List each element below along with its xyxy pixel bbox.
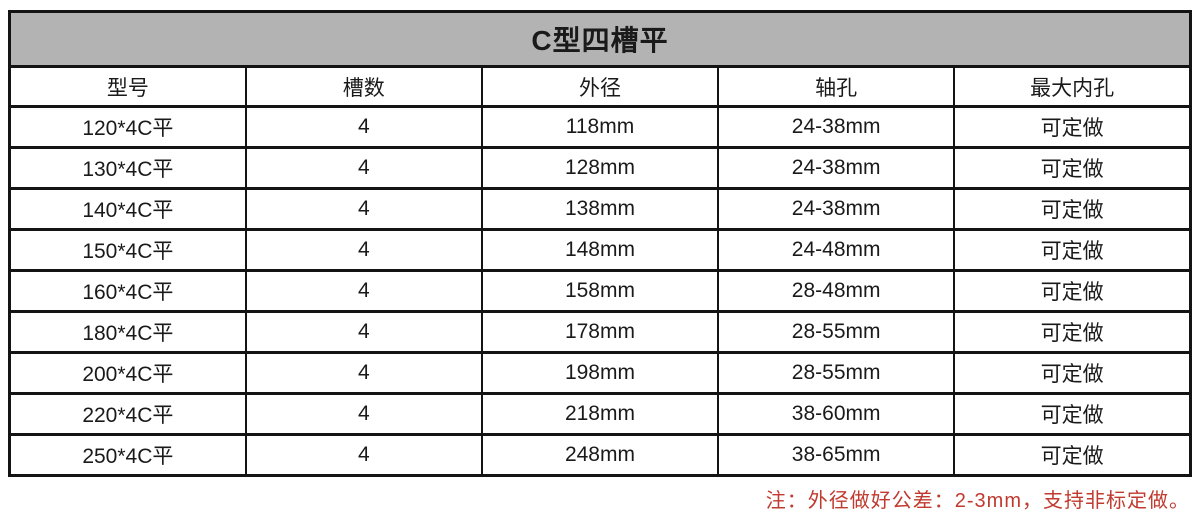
table-cell: 200*4C平: [8, 351, 247, 395]
table-cell: 4: [244, 105, 483, 149]
table-cell: 24-38mm: [717, 146, 956, 190]
table-cell: 4: [244, 310, 483, 354]
tolerance-footnote: 注：外径做好公差：2-3mm，支持非标定做。: [765, 490, 1190, 512]
column-header: 型号: [8, 65, 247, 108]
column-header: 最大内孔: [953, 65, 1192, 108]
table-row: 140*4C平 4 138mm 24-38mm 可定做: [8, 187, 1192, 231]
table-cell: 130*4C平: [8, 146, 247, 190]
table-cell: 可定做: [953, 146, 1192, 190]
table-cell: 可定做: [953, 269, 1192, 313]
table-cell: 可定做: [953, 351, 1192, 395]
table-cell: 28-55mm: [717, 310, 956, 354]
table-cell: 4: [244, 392, 483, 436]
table-cell: 148mm: [480, 228, 720, 272]
table-cell: 178mm: [480, 310, 720, 354]
table-cell: 198mm: [480, 351, 720, 395]
product-spec-table: C型四槽平 型号 槽数 外径 轴孔 最大内孔 120*4C平 4 118mm 24-38mm 可…: [8, 10, 1192, 477]
table-row: 130*4C平 4 128mm 24-38mm 可定做: [8, 146, 1192, 190]
table-cell: 4: [244, 433, 483, 477]
table-row: 120*4C平 4 118mm 24-38mm 可定做: [8, 105, 1192, 149]
table-cell: 248mm: [480, 433, 720, 477]
table-cell: 可定做: [953, 392, 1192, 436]
table-row: 200*4C平 4 198mm 28-55mm 可定做: [8, 351, 1192, 395]
table-cell: 4: [244, 187, 483, 231]
table-cell: 160*4C平: [8, 269, 247, 313]
table-cell: 4: [244, 351, 483, 395]
table-header-row: 型号 槽数 外径 轴孔 最大内孔: [8, 65, 1192, 108]
table-cell: 24-38mm: [717, 105, 956, 149]
table-cell: 140*4C平: [8, 187, 247, 231]
table-cell: 24-38mm: [717, 187, 956, 231]
table-cell: 4: [244, 269, 483, 313]
table-row: 180*4C平 4 178mm 28-55mm 可定做: [8, 310, 1192, 354]
table-cell: 可定做: [953, 228, 1192, 272]
table-cell: 4: [244, 146, 483, 190]
table-cell: 28-55mm: [717, 351, 956, 395]
column-header: 槽数: [244, 65, 483, 108]
column-header: 轴孔: [717, 65, 956, 108]
table-cell: 24-48mm: [717, 228, 956, 272]
table-title-row: C型四槽平: [8, 10, 1192, 68]
table-row: 160*4C平 4 158mm 28-48mm 可定做: [8, 269, 1192, 313]
table-cell: 250*4C平: [8, 433, 247, 477]
table-cell: 可定做: [953, 105, 1192, 149]
table-row: 220*4C平 4 218mm 38-60mm 可定做: [8, 392, 1192, 436]
table-cell: 28-48mm: [717, 269, 956, 313]
table-cell: 可定做: [953, 187, 1192, 231]
table-row: 150*4C平 4 148mm 24-48mm 可定做: [8, 228, 1192, 272]
table-title: C型四槽平: [8, 10, 1192, 68]
table-cell: 138mm: [480, 187, 720, 231]
table-cell: 可定做: [953, 310, 1192, 354]
spec-sheet: C型四槽平 型号 槽数 外径 轴孔 最大内孔 120*4C平 4 118mm 24-38mm 可…: [8, 10, 1192, 513]
table-row: 250*4C平 4 248mm 38-65mm 可定做: [8, 433, 1192, 477]
table-cell: 220*4C平: [8, 392, 247, 436]
table-cell: 150*4C平: [8, 228, 247, 272]
table-cell: 158mm: [480, 269, 720, 313]
column-header: 外径: [480, 65, 720, 108]
table-cell: 128mm: [480, 146, 720, 190]
table-cell: 218mm: [480, 392, 720, 436]
table-cell: 可定做: [953, 433, 1192, 477]
table-cell: 38-60mm: [717, 392, 956, 436]
table-cell: 180*4C平: [8, 310, 247, 354]
table-cell: 120*4C平: [8, 105, 247, 149]
table-cell: 38-65mm: [717, 433, 956, 477]
table-cell: 118mm: [480, 105, 720, 149]
table-cell: 4: [244, 228, 483, 272]
